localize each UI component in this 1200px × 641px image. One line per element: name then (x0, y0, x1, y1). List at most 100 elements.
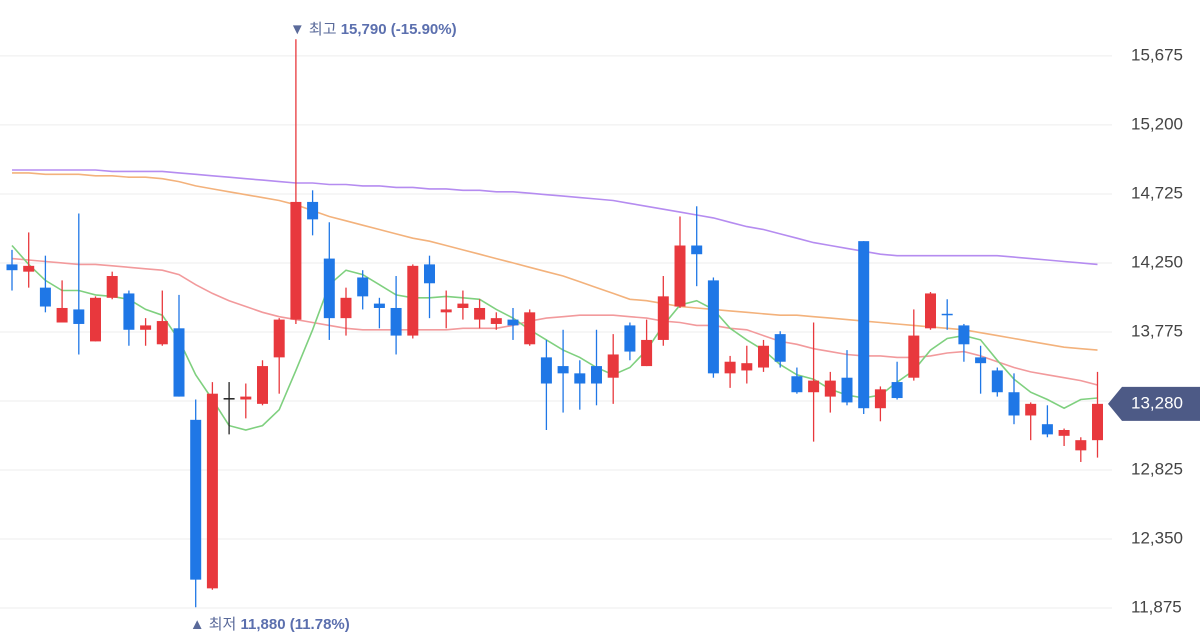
candle (507, 307, 519, 340)
candle (173, 294, 185, 397)
candle-body (524, 312, 536, 345)
candle-body (490, 318, 502, 324)
candle-body (357, 277, 369, 297)
candle (1025, 402, 1037, 441)
candle (691, 206, 703, 287)
candle-body (1041, 424, 1053, 435)
candle (6, 249, 18, 291)
candle-body (390, 307, 402, 336)
candle-body (73, 309, 85, 324)
candle (490, 312, 502, 330)
candle (373, 297, 385, 329)
y-tick-label: 12,825 (1131, 459, 1183, 478)
candle-body (975, 357, 987, 364)
candle-body (941, 313, 953, 316)
candle (574, 360, 586, 410)
candle (56, 280, 68, 323)
candle-body (457, 303, 469, 308)
annotation-label: ▲ 최저 (190, 616, 237, 633)
candle (457, 290, 469, 320)
candle (156, 290, 168, 346)
candle-body (858, 241, 870, 409)
candle-body (240, 396, 252, 400)
candle (123, 290, 135, 346)
candle-body (891, 382, 903, 399)
candle-body (1025, 403, 1037, 416)
candle (941, 299, 953, 330)
annotation-label: ▼ 최고 (290, 21, 337, 38)
candle (23, 232, 35, 288)
candle-body (223, 398, 235, 400)
y-tick-label: 14,725 (1131, 183, 1183, 202)
candle (1092, 371, 1103, 458)
candle (390, 276, 402, 355)
y-tick-label: 13,775 (1131, 321, 1183, 340)
candle-body (23, 265, 35, 272)
candle-body (190, 419, 202, 580)
candle-body (540, 357, 552, 384)
candle (257, 360, 268, 406)
candle-body (323, 258, 335, 319)
candle-body (1008, 392, 1020, 416)
candle (724, 355, 736, 388)
candle (891, 361, 903, 400)
candle (407, 264, 419, 339)
candle-body (307, 201, 319, 220)
candle (290, 39, 302, 324)
candle-body (407, 265, 419, 336)
candle-body (841, 377, 853, 403)
candle-body (6, 264, 18, 271)
candle-body (791, 376, 803, 393)
candle-body (1092, 403, 1103, 441)
annotation: ▲ 최저 11,880 (11.78%) (190, 616, 350, 633)
candle (908, 309, 920, 381)
candle (975, 345, 987, 394)
candle-body (1058, 430, 1070, 436)
candle (808, 322, 820, 442)
candle (440, 290, 452, 329)
last-price-label: 13,280 (1131, 393, 1183, 412)
candle-body (758, 345, 769, 368)
candle-body (373, 303, 385, 308)
candle-body (1075, 440, 1087, 451)
candle (874, 386, 886, 422)
candle-body (39, 287, 51, 307)
candle-body (958, 325, 970, 345)
candle-body (424, 264, 435, 284)
candle (1041, 405, 1053, 438)
candle (1075, 437, 1087, 462)
candle (340, 287, 352, 336)
candle-body (106, 276, 118, 298)
y-tick-label: 11,875 (1131, 597, 1182, 616)
candle-body (691, 245, 703, 255)
candle (240, 383, 252, 419)
candle-body (707, 280, 719, 374)
candle-body (674, 245, 686, 307)
candle-body (206, 393, 218, 589)
candle-body (724, 361, 736, 374)
candle (791, 367, 803, 394)
candle (591, 329, 602, 406)
candle (624, 322, 636, 361)
candle-body (557, 366, 569, 374)
candle (273, 318, 285, 394)
candle (474, 299, 486, 329)
candle-body (641, 339, 653, 367)
candle-body (808, 380, 820, 393)
candle (223, 382, 235, 435)
candle (307, 190, 319, 236)
candle (925, 291, 936, 330)
annotation-value: 11,880 (11.78%) (240, 616, 349, 633)
candle-body (140, 325, 152, 330)
candle-body (774, 334, 786, 362)
candle (524, 309, 536, 346)
candle (90, 296, 101, 342)
candle (657, 276, 669, 346)
candle-body (340, 297, 352, 319)
candle (424, 255, 435, 319)
moving-average-line (12, 172, 1098, 351)
candle (1008, 373, 1020, 425)
candle-body (56, 307, 68, 323)
